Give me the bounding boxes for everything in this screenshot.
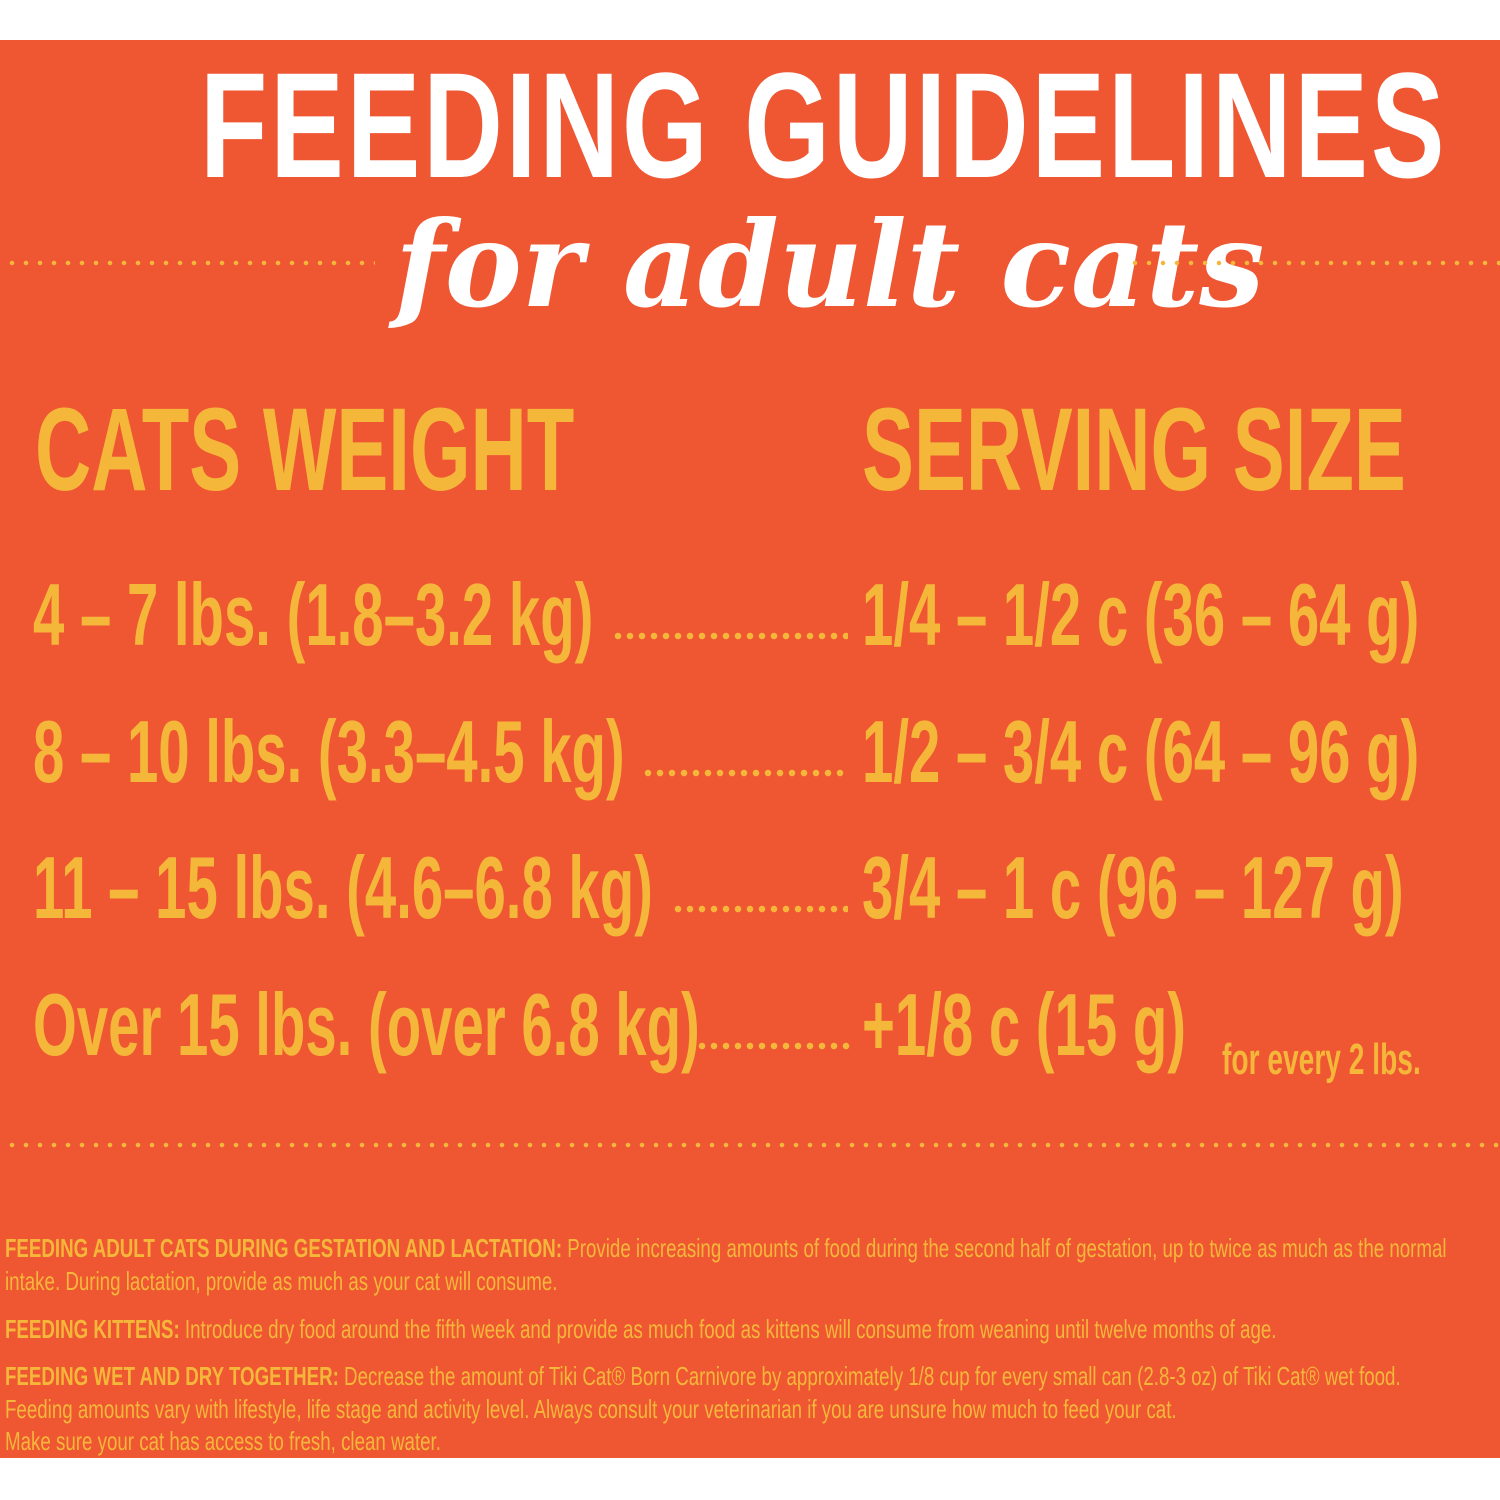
- note-wet-dry: FEEDING WET AND DRY TOGETHER: Decrease t…: [5, 1361, 1401, 1391]
- note-gestation: FEEDING ADULT CATS DURING GESTATION AND …: [5, 1233, 1447, 1263]
- dot-leader: [696, 1042, 852, 1050]
- row-weight: 4 – 7 lbs. (1.8–3.2 kg): [33, 565, 594, 664]
- feeding-guidelines-panel: FEEDING GUIDELINES for adult cats CATS W…: [0, 40, 1500, 1458]
- dotted-divider-left: [5, 260, 375, 266]
- row-weight: Over 15 lbs. (over 6.8 kg): [33, 975, 700, 1074]
- header-cats-weight: CATS WEIGHT: [35, 384, 575, 516]
- note-text: Provide increasing amounts of food durin…: [562, 1233, 1447, 1263]
- note-text: Decrease the amount of Tiki Cat® Born Ca…: [338, 1361, 1401, 1391]
- dot-leader: [672, 905, 848, 913]
- dot-leader: [612, 632, 848, 640]
- page-subtitle: for adult cats: [395, 195, 1265, 334]
- note-label: FEEDING WET AND DRY TOGETHER:: [5, 1361, 339, 1391]
- row-serving: 3/4 – 1 c (96 – 127 g): [862, 838, 1404, 937]
- note-gestation-cont: intake. During lactation, provide as muc…: [5, 1266, 558, 1296]
- header-serving-size: SERVING SIZE: [862, 384, 1406, 516]
- row-weight: 8 – 10 lbs. (3.3–4.5 kg): [33, 702, 625, 801]
- row-weight: 11 – 15 lbs. (4.6–6.8 kg): [33, 838, 653, 937]
- dotted-divider-right: [1128, 260, 1500, 266]
- note-kittens: FEEDING KITTENS: Introduce dry food arou…: [5, 1314, 1276, 1344]
- note-text: Introduce dry food around the fifth week…: [179, 1314, 1277, 1344]
- page-title: FEEDING GUIDELINES: [200, 41, 1448, 209]
- dotted-divider-bottom: [5, 1142, 1500, 1148]
- note-feeding-amounts: Feeding amounts vary with lifestyle, lif…: [5, 1394, 1177, 1424]
- row-serving: 1/4 – 1/2 c (36 – 64 g): [862, 565, 1420, 664]
- dot-leader: [642, 769, 848, 777]
- row-serving: +1/8 c (15 g): [862, 975, 1187, 1074]
- note-water: Make sure your cat has access to fresh, …: [5, 1426, 441, 1456]
- note-label: FEEDING ADULT CATS DURING GESTATION AND …: [5, 1233, 563, 1263]
- row-serving: 1/2 – 3/4 c (64 – 96 g): [862, 702, 1420, 801]
- note-label: FEEDING KITTENS:: [5, 1314, 180, 1344]
- row-serving-note: for every 2 lbs.: [1222, 1035, 1421, 1084]
